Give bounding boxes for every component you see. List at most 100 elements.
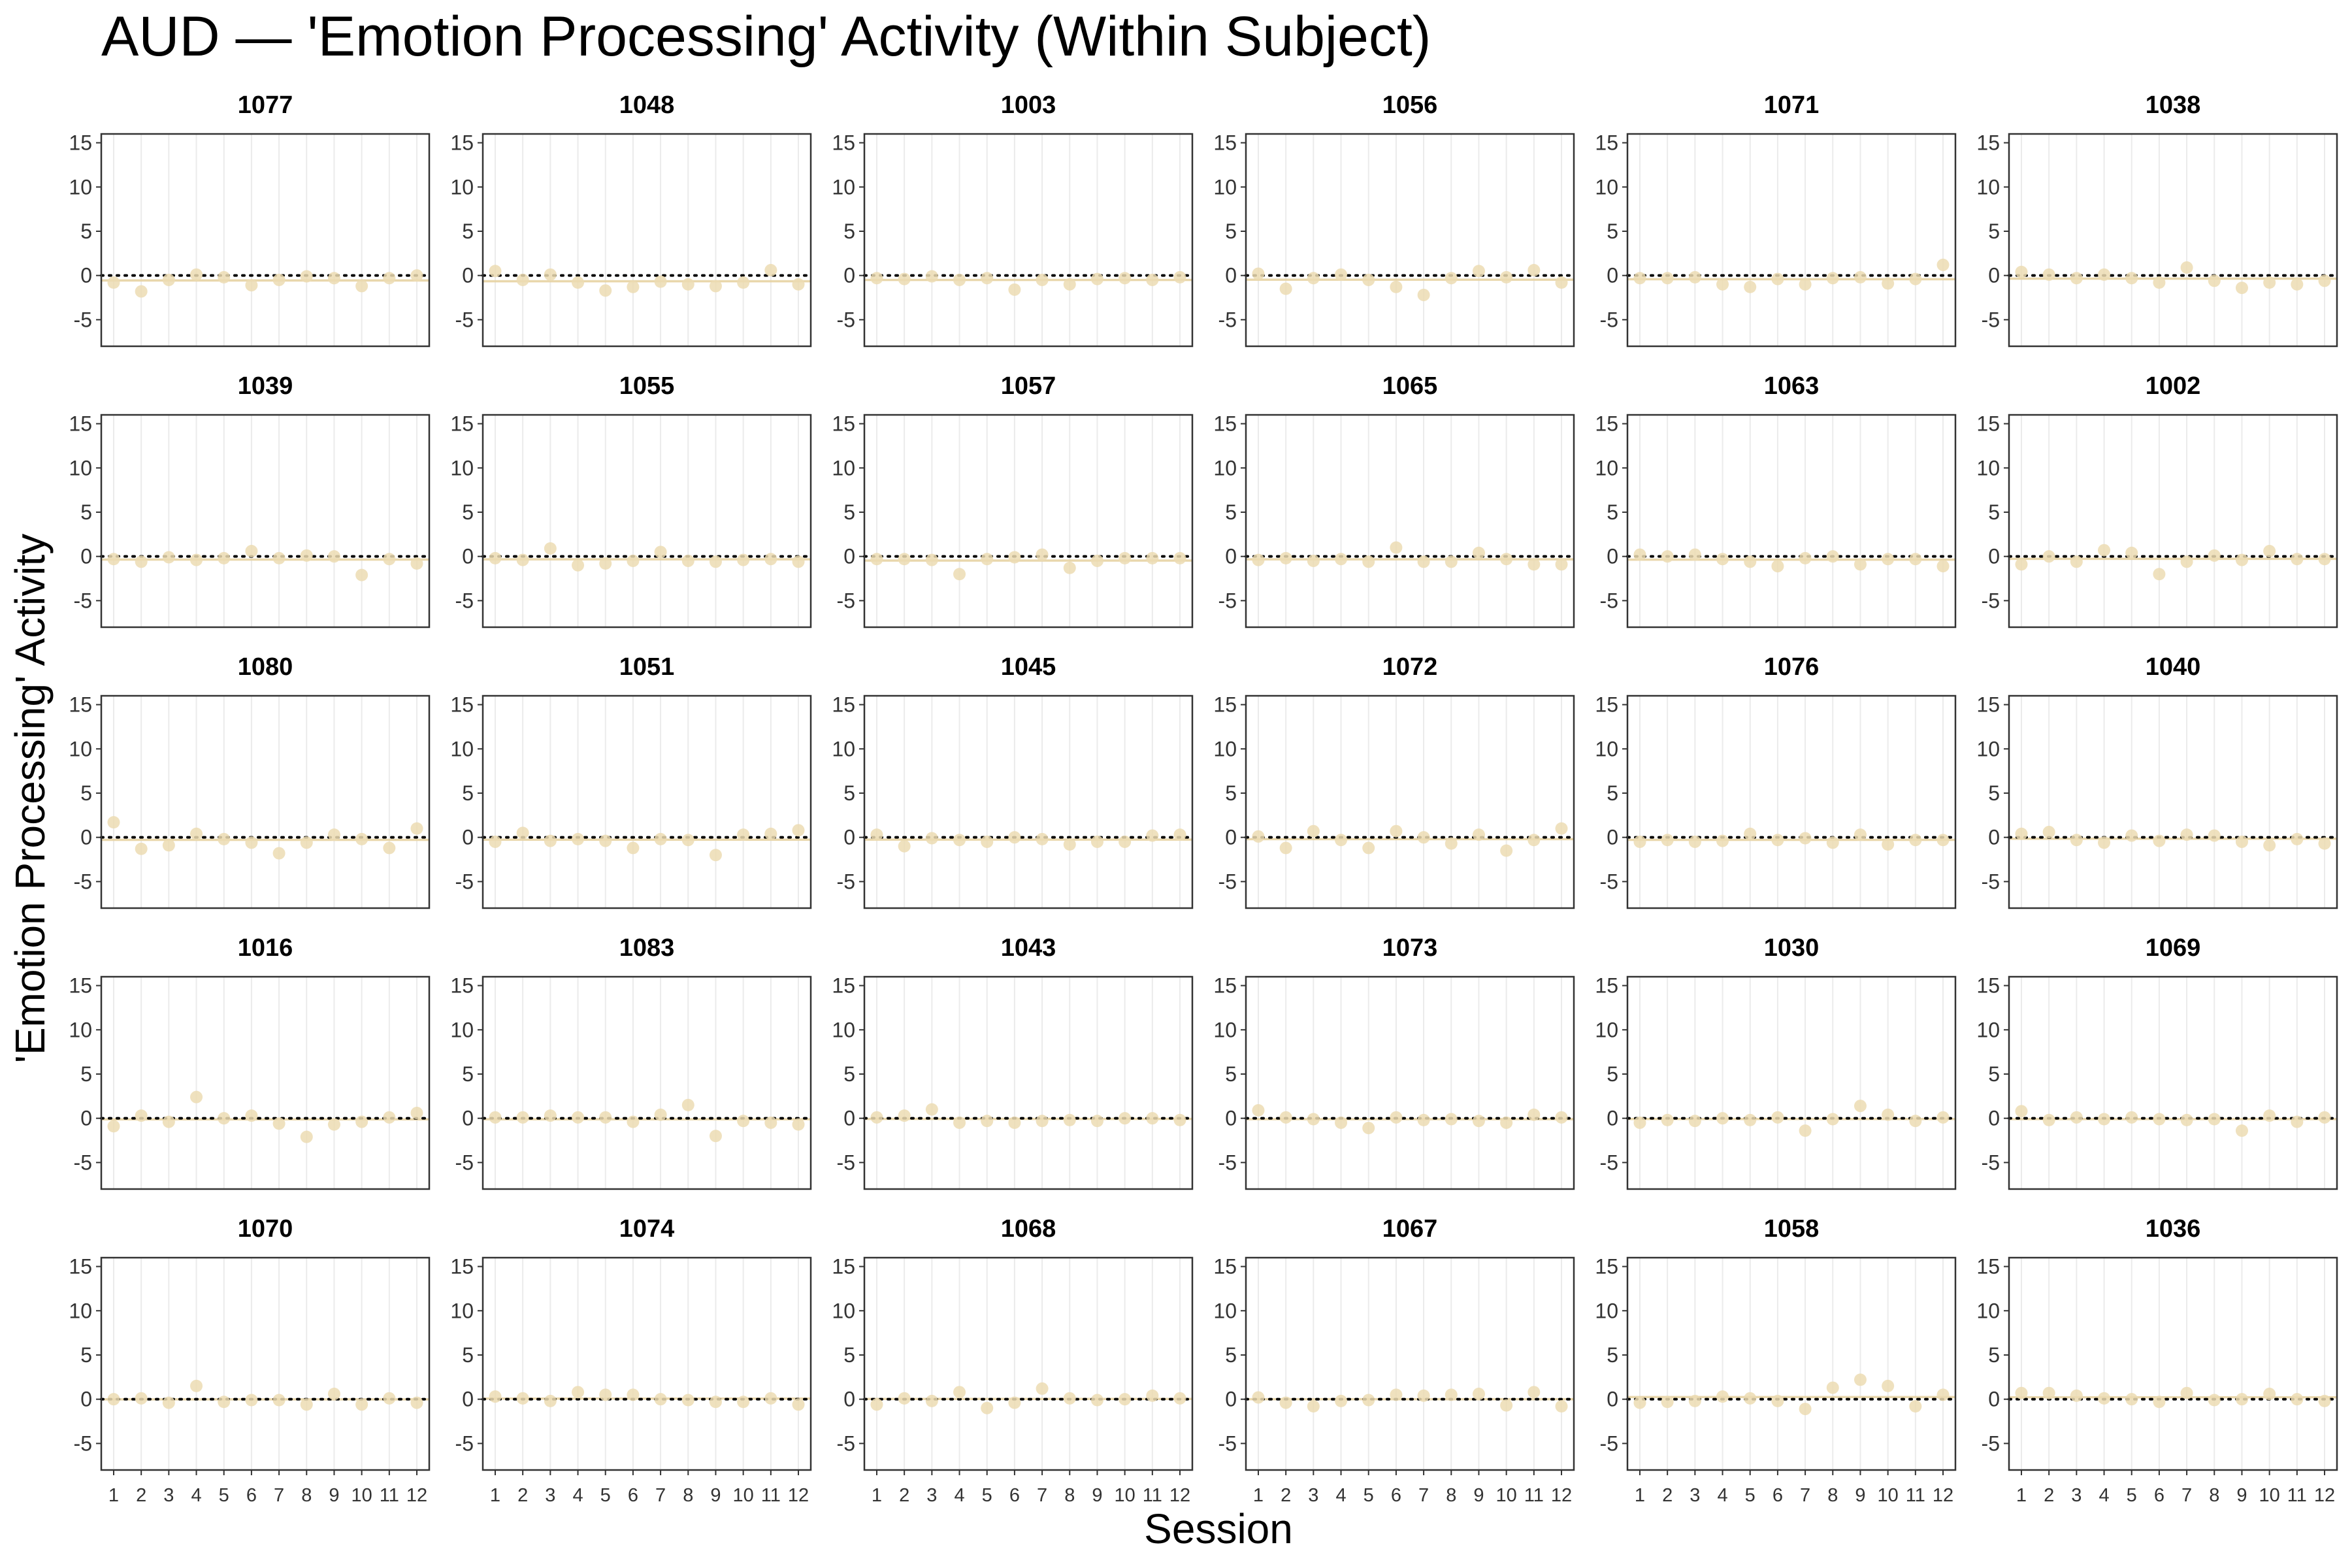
data-point: [1688, 835, 1701, 848]
panel-1003: 1003 -5 0 5 10 15: [832, 91, 1194, 348]
data-point: [870, 272, 883, 285]
data-point: [1826, 272, 1839, 285]
data-point: [1173, 551, 1186, 564]
data-point: [1362, 1394, 1375, 1407]
data-point: [2318, 837, 2331, 850]
y-tick-label: -5: [1982, 1431, 2000, 1455]
data-point: [300, 270, 313, 283]
data-point: [1688, 270, 1701, 284]
data-point: [355, 1115, 368, 1128]
y-tick-label: 15: [1976, 693, 2000, 717]
data-point: [737, 276, 750, 289]
x-tick-label: 1: [872, 1485, 882, 1506]
panel-frame: [482, 414, 812, 629]
data-point: [2180, 261, 2193, 274]
data-point: [1279, 841, 1292, 855]
panel-strip-label: 1074: [619, 1215, 675, 1243]
data-point: [2235, 1393, 2248, 1406]
data-point: [327, 550, 340, 563]
data-point: [627, 280, 640, 293]
data-point: [162, 551, 175, 564]
x-tick-label: 3: [2071, 1485, 2082, 1506]
data-point: [1307, 272, 1320, 285]
y-tick-label: -5: [1982, 589, 2000, 612]
data-point: [1771, 834, 1784, 847]
panel-1055: 1055 -5 0 5 10 15: [450, 372, 812, 629]
data-point: [1882, 553, 1895, 566]
y-tick-label: 0: [462, 264, 474, 287]
y-tick-label: 0: [80, 826, 92, 849]
data-point: [1036, 1115, 1049, 1128]
x-tick-label: 9: [710, 1485, 721, 1506]
data-point: [1252, 553, 1265, 566]
data-point: [1799, 278, 1812, 291]
data-point: [1173, 270, 1186, 284]
x-tick-label: 12: [406, 1485, 427, 1506]
panel-frame: [482, 133, 812, 348]
panel-frame: [1245, 414, 1575, 629]
panel-strip-label: 1067: [1382, 1215, 1438, 1243]
x-tick-label: 10: [1115, 1485, 1135, 1506]
data-point: [627, 1115, 640, 1128]
data-point: [2098, 836, 2111, 849]
y-tick-label: 10: [1595, 175, 1618, 199]
panel-frame: [863, 133, 1194, 348]
data-point: [135, 1109, 148, 1122]
data-point: [1854, 558, 1867, 571]
y-tick-label: -5: [837, 308, 855, 331]
data-point: [2070, 834, 2083, 847]
data-point: [870, 828, 883, 841]
y-tick-label: 10: [450, 175, 474, 199]
data-point: [383, 1111, 396, 1124]
data-point: [1854, 270, 1867, 284]
x-tick-label: 7: [655, 1485, 666, 1506]
data-point: [1119, 835, 1132, 848]
y-tick-label: 10: [69, 737, 92, 760]
data-point: [516, 1392, 529, 1405]
y-tick-label: 0: [1225, 1388, 1237, 1411]
panel-strip-label: 1077: [238, 91, 293, 119]
x-tick-label: 8: [683, 1485, 693, 1506]
data-point: [2180, 1386, 2193, 1399]
data-point: [792, 1398, 805, 1411]
data-point: [1936, 560, 1950, 573]
panel-frame: [1626, 694, 1957, 909]
y-tick-label: -5: [1218, 589, 1237, 612]
x-tick-label: 10: [733, 1485, 754, 1506]
data-point: [572, 559, 585, 572]
x-tick-label: 1: [108, 1485, 119, 1506]
panel-strip-label: 1063: [1764, 372, 1820, 400]
x-tick-label: 8: [1827, 1485, 1838, 1506]
data-point: [245, 836, 258, 849]
y-tick-label: 15: [1213, 131, 1237, 155]
panel-1038: 1038 -5 0 5 10 15: [1976, 91, 2338, 348]
data-point: [2318, 274, 2331, 287]
panel-strip-label: 1040: [2146, 653, 2201, 681]
data-point: [489, 1111, 502, 1124]
x-tick-label: 7: [2181, 1485, 2192, 1506]
data-point: [1445, 837, 1458, 850]
data-point: [1688, 548, 1701, 561]
panel-frame: [1245, 1256, 1575, 1471]
data-point: [245, 1109, 258, 1122]
x-tick-label: 12: [1551, 1485, 1572, 1506]
panel-strip-label: 1057: [1001, 372, 1056, 400]
data-point: [1362, 1122, 1375, 1135]
y-tick-label: 10: [1976, 1299, 2000, 1322]
x-tick-label: 4: [572, 1485, 583, 1506]
data-point: [1146, 1112, 1159, 1125]
data-point: [627, 554, 640, 567]
panel-1048: 1048 -5 0 5 10 15: [450, 91, 812, 348]
data-point: [2070, 1111, 2083, 1124]
y-tick-label: 5: [1988, 781, 2000, 805]
x-tick-label: 9: [2236, 1485, 2247, 1506]
y-tick-label: 15: [1213, 974, 1237, 998]
panel-strip-label: 1056: [1382, 91, 1438, 119]
y-tick-label: -5: [1600, 1431, 1618, 1455]
panel-strip-label: 1070: [238, 1215, 293, 1243]
data-point: [2208, 549, 2221, 562]
y-tick-label: 0: [843, 545, 855, 568]
data-point: [925, 1394, 938, 1407]
data-point: [2180, 555, 2193, 568]
